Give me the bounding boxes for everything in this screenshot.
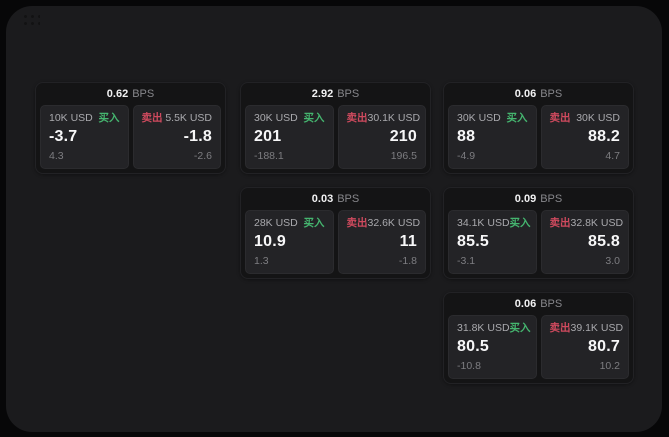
buy-price: 201 [254, 127, 282, 145]
sell-panel[interactable]: 卖出 30K USD 88.2 4.7 [540, 105, 629, 169]
bps-value: 0.62 [106, 87, 129, 100]
buy-side-label: 买入 [509, 322, 531, 334]
sell-price: 85.8 [588, 232, 620, 250]
buy-change: 1.3 [254, 255, 269, 268]
sell-side-label: 卖出 [549, 217, 571, 229]
sell-price: 11 [399, 232, 417, 250]
bps-header: 0.09 BPS [444, 188, 633, 210]
buy-panel[interactable]: 30K USD 买入 88 -4.9 [448, 105, 537, 169]
buy-price: 10.9 [254, 232, 286, 250]
sell-amount: 39.1K USD [570, 322, 624, 334]
buy-change: -4.9 [457, 150, 476, 163]
grid-dots-icon[interactable] [21, 12, 40, 27]
quote-card[interactable]: 2.92 BPS 30K USD 买入 201 -188.1 卖出 30.1K … [240, 82, 431, 174]
sell-panel[interactable]: 卖出 30.1K USD 210 196.5 [337, 105, 426, 169]
bps-unit-label: BPS [337, 192, 360, 205]
bps-header: 0.62 BPS [36, 83, 225, 105]
buy-panel[interactable]: 34.1K USD 买入 85.5 -3.1 [448, 210, 537, 274]
sell-panel[interactable]: 卖出 32.8K USD 85.8 3.0 [540, 210, 629, 274]
buy-side-label: 买入 [303, 112, 325, 124]
sell-amount: 32.8K USD [570, 217, 624, 229]
sell-change: 4.7 [605, 150, 620, 163]
sell-price: 88.2 [588, 127, 620, 145]
buy-amount: 30K USD [457, 112, 501, 124]
bps-unit-label: BPS [540, 192, 563, 205]
sell-change: 196.5 [390, 150, 417, 163]
buy-amount: 31.8K USD [457, 322, 510, 334]
bps-value: 0.06 [514, 297, 537, 310]
buy-amount: 30K USD [254, 112, 298, 124]
bps-value: 0.09 [514, 192, 537, 205]
buy-change: -3.1 [457, 255, 476, 268]
sell-price: 210 [389, 127, 417, 145]
bps-unit-label: BPS [540, 297, 563, 310]
sell-amount: 5.5K USD [165, 112, 212, 124]
buy-side-label: 买入 [303, 217, 325, 229]
sell-change: -1.8 [398, 255, 417, 268]
buy-price: 85.5 [457, 232, 489, 250]
buy-change: 4.3 [49, 150, 64, 163]
sell-panel[interactable]: 卖出 39.1K USD 80.7 10.2 [540, 315, 629, 379]
sell-side-label: 卖出 [549, 112, 571, 124]
buy-amount: 28K USD [254, 217, 298, 229]
buy-change: -188.1 [254, 150, 284, 163]
bps-unit-label: BPS [540, 87, 563, 100]
bps-header: 0.06 BPS [444, 293, 633, 315]
sell-panel[interactable]: 卖出 5.5K USD -1.8 -2.6 [132, 105, 221, 169]
buy-side-label: 买入 [506, 112, 528, 124]
buy-price: 80.5 [457, 337, 489, 355]
sell-panel[interactable]: 卖出 32.6K USD 11 -1.8 [337, 210, 426, 274]
buy-price: 88 [457, 127, 476, 145]
sell-amount: 30K USD [576, 112, 620, 124]
quote-card[interactable]: 0.62 BPS 10K USD 买入 -3.7 4.3 卖出 5.5K USD… [35, 82, 226, 174]
sell-amount: 32.6K USD [367, 217, 421, 229]
buy-amount: 34.1K USD [457, 217, 510, 229]
bps-header: 0.03 BPS [241, 188, 430, 210]
sell-side-label: 卖出 [346, 217, 368, 229]
bps-value: 0.03 [311, 192, 334, 205]
bps-value: 2.92 [311, 87, 334, 100]
sell-amount: 30.1K USD [367, 112, 421, 124]
sell-change: -2.6 [193, 150, 212, 163]
buy-side-label: 买入 [509, 217, 531, 229]
sell-side-label: 卖出 [346, 112, 368, 124]
buy-change: -10.8 [457, 360, 481, 373]
buy-side-label: 买入 [98, 112, 120, 124]
quote-card[interactable]: 0.06 BPS 30K USD 买入 88 -4.9 卖出 30K USD 8… [443, 82, 634, 174]
sell-side-label: 卖出 [549, 322, 571, 334]
sell-change: 3.0 [605, 255, 620, 268]
quote-card[interactable]: 0.06 BPS 31.8K USD 买入 80.5 -10.8 卖出 39.1… [443, 292, 634, 384]
buy-panel[interactable]: 30K USD 买入 201 -188.1 [245, 105, 334, 169]
buy-amount: 10K USD [49, 112, 93, 124]
bps-value: 0.06 [514, 87, 537, 100]
buy-panel[interactable]: 31.8K USD 买入 80.5 -10.8 [448, 315, 537, 379]
bps-header: 0.06 BPS [444, 83, 633, 105]
sell-price: 80.7 [588, 337, 620, 355]
sell-change: 10.2 [599, 360, 620, 373]
quote-card[interactable]: 0.03 BPS 28K USD 买入 10.9 1.3 卖出 32.6K US… [240, 187, 431, 279]
buy-price: -3.7 [49, 127, 78, 145]
sell-side-label: 卖出 [141, 112, 163, 124]
buy-panel[interactable]: 10K USD 买入 -3.7 4.3 [40, 105, 129, 169]
buy-panel[interactable]: 28K USD 买入 10.9 1.3 [245, 210, 334, 274]
bps-unit-label: BPS [132, 87, 155, 100]
bps-unit-label: BPS [337, 87, 360, 100]
bps-header: 2.92 BPS [241, 83, 430, 105]
quote-card[interactable]: 0.09 BPS 34.1K USD 买入 85.5 -3.1 卖出 32.8K… [443, 187, 634, 279]
sell-price: -1.8 [183, 127, 212, 145]
